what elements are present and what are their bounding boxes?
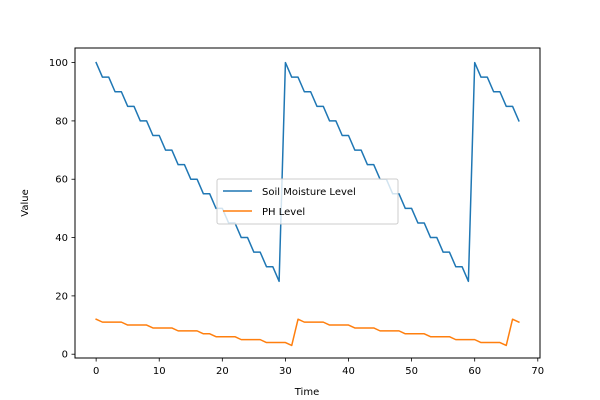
legend-label-0: Soil Moisture Level bbox=[262, 187, 356, 198]
series-layer bbox=[95, 61, 520, 347]
x-tick-label: 0 bbox=[93, 366, 99, 377]
y-tick-label: 60 bbox=[55, 175, 68, 186]
x-tick-label: 20 bbox=[216, 366, 229, 377]
y-axis-label: Value bbox=[20, 189, 31, 216]
x-tick-label: 60 bbox=[468, 366, 481, 377]
x-axis-label: Time bbox=[294, 387, 319, 398]
y-tick-label: 0 bbox=[62, 350, 68, 361]
legend-box bbox=[216, 178, 399, 225]
x-tick-label: 40 bbox=[342, 366, 355, 377]
legend: Soil Moisture Level PH Level bbox=[216, 178, 399, 225]
y-tick-label: 40 bbox=[55, 233, 68, 244]
y-tick-label: 100 bbox=[49, 58, 68, 69]
x-tick-label: 50 bbox=[405, 366, 418, 377]
x-tick-label: 70 bbox=[531, 366, 544, 377]
x-tick-label: 10 bbox=[153, 366, 166, 377]
x-axis-ticks: 0 10 20 30 40 50 60 70 bbox=[93, 358, 544, 377]
y-axis-ticks: 0 20 40 60 80 100 bbox=[49, 58, 75, 361]
x-tick-label: 30 bbox=[279, 366, 292, 377]
series-line-0 bbox=[95, 61, 520, 283]
legend-label-1: PH Level bbox=[262, 207, 305, 218]
y-tick-label: 80 bbox=[55, 116, 68, 127]
y-tick-label: 20 bbox=[55, 291, 68, 302]
series-line-1 bbox=[95, 318, 520, 347]
plot-frame bbox=[74, 47, 541, 359]
